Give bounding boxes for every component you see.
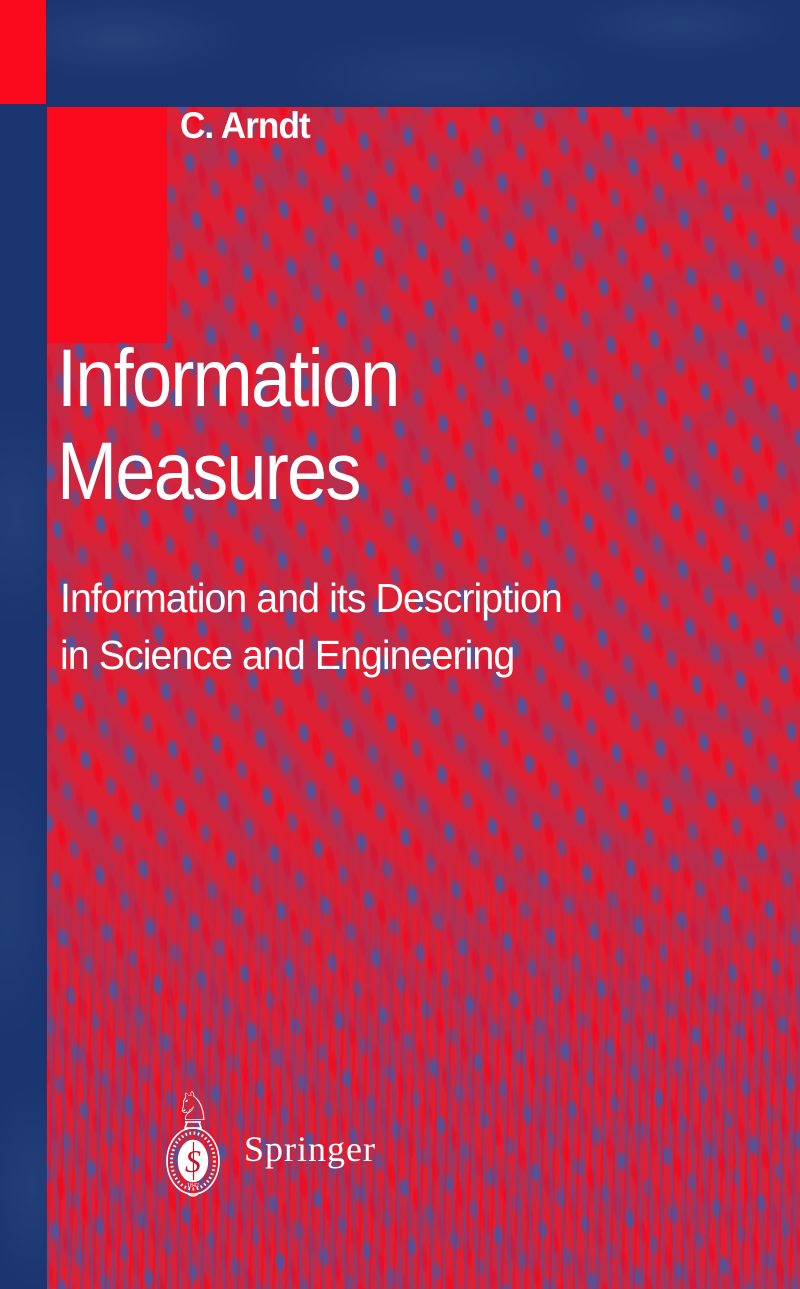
book-subtitle-line2: in Science and Engineering — [60, 632, 515, 678]
left-red-block — [47, 107, 167, 343]
book-title: Information Measures — [57, 332, 400, 518]
knight-glyph: ♘ — [175, 1084, 211, 1130]
moire-pattern-stripes — [47, 829, 800, 1289]
book-title-line1: Information — [57, 333, 400, 424]
book-subtitle: Information and its Description in Scien… — [60, 570, 563, 684]
book-subtitle-line1: Information and its Description — [60, 575, 563, 621]
author-name: C. Arndt — [180, 105, 311, 146]
emblem-year: 1842 — [187, 1183, 199, 1189]
publisher-name: Springer — [244, 1129, 376, 1169]
corner-red-square — [0, 0, 46, 104]
springer-knight-emblem-icon: ♘ S 1842 — [166, 1084, 220, 1197]
publisher-logo: ♘ S 1842 Springer — [158, 1084, 376, 1198]
book-title-line2: Measures — [57, 426, 362, 517]
moire-pattern-field — [47, 107, 800, 1289]
